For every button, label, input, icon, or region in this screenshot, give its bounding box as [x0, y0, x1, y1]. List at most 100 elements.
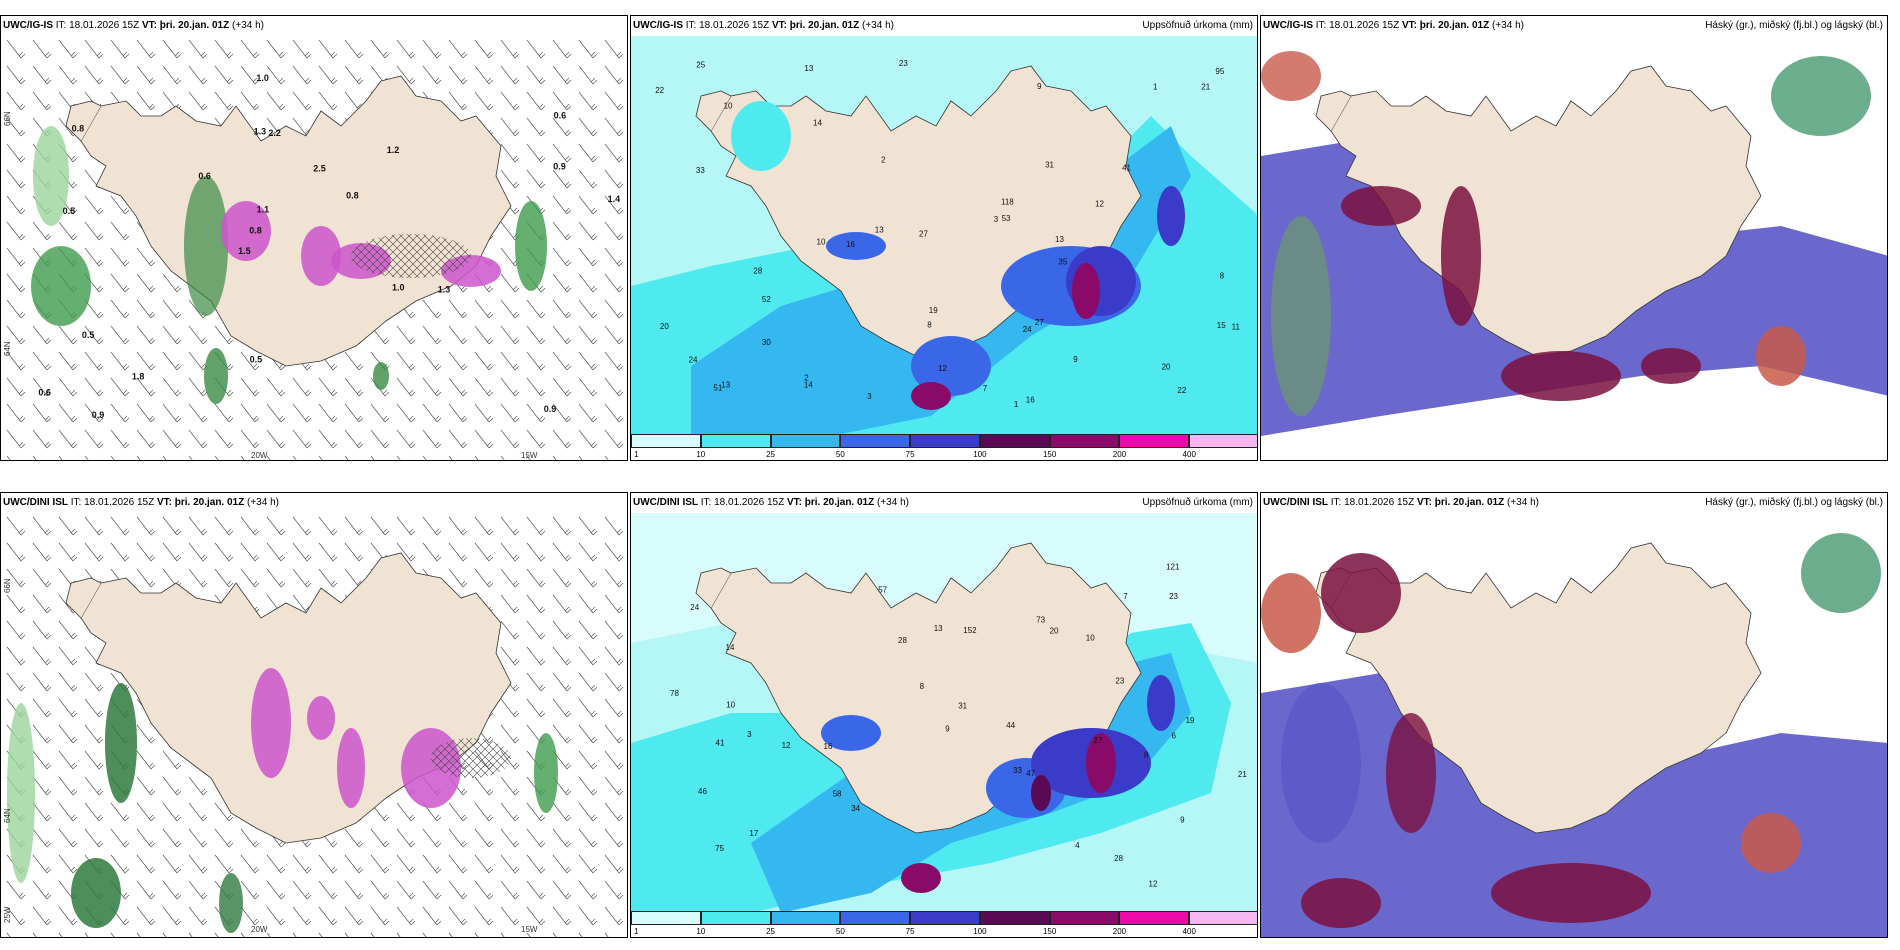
map-value-label: 7	[1123, 592, 1128, 601]
map-value-label: 20	[1050, 627, 1059, 636]
map-value-label: 13	[1055, 235, 1064, 244]
map-value-label: 14	[726, 643, 735, 652]
panel-top-mid: UWC/IG-IS IT: 18.01.2026 15Z VT: þri. 20…	[630, 15, 1258, 461]
map-value-label: 22	[655, 86, 664, 95]
map-value-label: 0.8	[249, 226, 262, 236]
map-value-label: 0.8	[72, 123, 85, 133]
map-value-label: 21	[1238, 770, 1247, 779]
legend-swatch	[1049, 911, 1120, 925]
legend-label: 400	[1182, 927, 1196, 936]
map-value-label: 9	[945, 725, 950, 734]
legend-label: 75	[905, 450, 915, 459]
legend-swatch	[1189, 911, 1257, 925]
map-value-label: 20	[1162, 362, 1171, 371]
lead-time: (+34 h)	[232, 20, 264, 31]
init-time: 18.01.2026 15Z	[69, 20, 140, 31]
panel-header: UWC/DINI ISL IT: 18.01.2026 15Z VT: þri.…	[3, 497, 625, 513]
map-value-label: 16	[824, 742, 833, 751]
init-time: 18.01.2026 15Z	[699, 20, 770, 31]
panel-header: UWC/DINI ISL IT: 18.01.2026 15Z VT: þri.…	[633, 497, 1255, 513]
vt-label: VT:	[1401, 20, 1417, 31]
it-label: IT:	[70, 497, 82, 508]
model-name: UWC/DINI ISL	[633, 497, 698, 508]
map-value-label: 13	[804, 64, 813, 73]
model-name: UWC/IG-IS	[1263, 20, 1313, 31]
legend-swatch	[840, 434, 911, 448]
map-value-label: 13	[721, 380, 730, 389]
map-value-label: 41	[716, 738, 725, 747]
map-value-label: 16	[1026, 395, 1035, 404]
lon-label-20w: 20W	[251, 925, 268, 934]
map-value-label: 14	[804, 380, 813, 389]
lead-time: (+34 h)	[1492, 20, 1524, 31]
map-value-label: 78	[670, 689, 679, 698]
legend-label: 100	[973, 450, 987, 459]
map-value-label: 20	[660, 322, 669, 331]
map-value-label: 10	[1086, 634, 1095, 643]
legend-swatch	[1189, 434, 1257, 448]
model-name: UWC/IG-IS	[3, 20, 53, 31]
map-value-label: 24	[689, 356, 698, 365]
valid-time: þri. 20.jan. 01Z	[789, 20, 860, 31]
field-title: Háský (gr.), miðský (fj.bl.) og lágský (…	[1705, 497, 1883, 508]
map-value-label: 8	[920, 682, 925, 691]
legend-label: 100	[973, 927, 987, 936]
map-value-label: 1.2	[387, 145, 400, 155]
legend-label: 150	[1042, 927, 1057, 936]
map-value-label: 0.5	[82, 330, 95, 340]
legend-label: 25	[766, 450, 775, 459]
map-value-label: 1.3	[254, 127, 267, 137]
map-value-label: 19	[929, 306, 938, 315]
lat-label-66: 66N	[3, 111, 12, 126]
vt-label: VT:	[771, 20, 787, 31]
map-value-label: 41	[1122, 163, 1131, 172]
map-value-label: 12	[1095, 199, 1104, 208]
field-title: Háský (gr.), miðský (fj.bl.) og lágský (…	[1705, 20, 1883, 31]
lat-label-66: 66N	[3, 578, 12, 593]
legend-label: 50	[835, 450, 845, 459]
map-value-label: 23	[1115, 677, 1124, 686]
lon-label-15w: 15W	[521, 925, 538, 934]
wind-map: 0.9 0.5 0.6 1.5 1.2 0.9 1.3 2.5 0.5 0.6 0.6 1.8 2.2 0…	[1, 36, 627, 460]
legend-swatch	[700, 911, 771, 925]
precip-legend: 1 10 25 50 75 100 150 200 400	[631, 911, 1257, 937]
init-time: 18.01.2026 15Z	[84, 497, 155, 508]
legend-swatch	[1119, 434, 1190, 448]
map-value-label: 2	[881, 155, 886, 164]
vt-label: VT:	[156, 497, 172, 508]
legend-label: 200	[1112, 450, 1127, 459]
legend-label: 75	[905, 927, 915, 936]
legend-swatch	[979, 434, 1050, 448]
valid-time: þri. 20.jan. 01Z	[174, 497, 245, 508]
precip-patches	[31, 126, 547, 404]
map-value-label: 0.5	[63, 206, 76, 216]
init-time: 18.01.2026 15Z	[714, 497, 785, 508]
map-value-label: 47	[1026, 769, 1035, 778]
map-value-label: 1.4	[608, 194, 621, 204]
map-value-label: 75	[715, 844, 724, 853]
map-value-label: 73	[1036, 616, 1045, 625]
map-value-label: 27	[1093, 736, 1102, 745]
value-labels: 3129131010222321121389333141622249511851…	[655, 59, 1240, 409]
legend-label: 25	[766, 927, 775, 936]
lead-time: (+34 h)	[862, 20, 894, 31]
cloud-map	[1261, 513, 1887, 937]
lead-time: (+34 h)	[877, 497, 909, 508]
legend-swatch	[979, 911, 1050, 925]
map-value-label: 0.5	[250, 354, 263, 364]
map-value-label: 33	[1013, 766, 1022, 775]
map-value-label: 31	[1045, 160, 1054, 169]
legend-label: 150	[1042, 450, 1057, 459]
map-value-label: 1.8	[132, 372, 145, 382]
map-value-label: 27	[1035, 318, 1044, 327]
map-value-label: 4	[1075, 841, 1080, 850]
map-value-label: 11	[1232, 322, 1241, 331]
legend-swatch	[910, 434, 980, 448]
map-value-label: 21	[1201, 82, 1210, 91]
map-value-label: 2	[804, 374, 809, 383]
map-value-label: 12	[938, 364, 947, 373]
map-value-label: 1.1	[257, 204, 270, 214]
panel-bottom-mid: UWC/DINI ISL IT: 18.01.2026 15Z VT: þri.…	[630, 492, 1258, 938]
map-value-label: 8	[927, 320, 932, 329]
